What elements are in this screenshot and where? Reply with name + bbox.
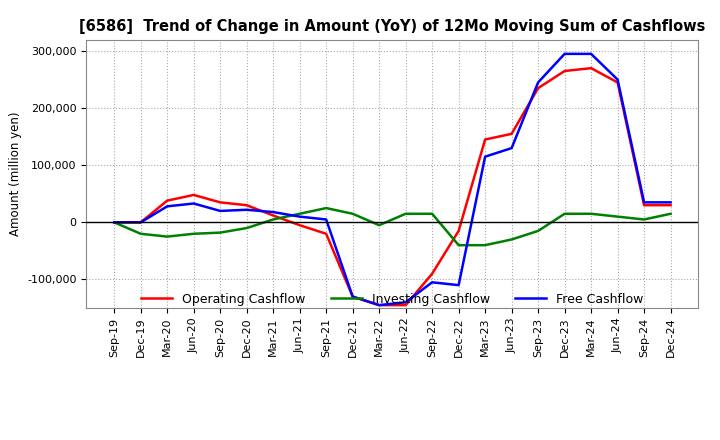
- Investing Cashflow: [243, 225, 251, 231]
- Operating Cashflow: [348, 294, 357, 299]
- Free Cashflow: [401, 300, 410, 305]
- Investing Cashflow: [587, 211, 595, 216]
- Free Cashflow: [295, 214, 304, 219]
- Investing Cashflow: [481, 242, 490, 248]
- Operating Cashflow: [163, 198, 171, 203]
- Investing Cashflow: [163, 234, 171, 239]
- Operating Cashflow: [322, 231, 330, 236]
- Free Cashflow: [163, 204, 171, 209]
- Y-axis label: Amount (million yen): Amount (million yen): [9, 112, 22, 236]
- Operating Cashflow: [375, 303, 384, 308]
- Operating Cashflow: [269, 213, 277, 218]
- Operating Cashflow: [428, 271, 436, 276]
- Free Cashflow: [216, 208, 225, 213]
- Line: Free Cashflow: Free Cashflow: [114, 54, 670, 305]
- Operating Cashflow: [587, 66, 595, 71]
- Operating Cashflow: [508, 131, 516, 136]
- Free Cashflow: [136, 220, 145, 225]
- Free Cashflow: [613, 77, 622, 82]
- Investing Cashflow: [322, 205, 330, 211]
- Investing Cashflow: [454, 242, 463, 248]
- Operating Cashflow: [401, 303, 410, 308]
- Legend: Operating Cashflow, Investing Cashflow, Free Cashflow: Operating Cashflow, Investing Cashflow, …: [136, 288, 649, 311]
- Free Cashflow: [454, 282, 463, 288]
- Free Cashflow: [269, 209, 277, 215]
- Free Cashflow: [666, 200, 675, 205]
- Investing Cashflow: [640, 217, 649, 222]
- Investing Cashflow: [189, 231, 198, 236]
- Operating Cashflow: [560, 68, 569, 73]
- Line: Investing Cashflow: Investing Cashflow: [114, 208, 670, 245]
- Free Cashflow: [640, 200, 649, 205]
- Investing Cashflow: [613, 214, 622, 219]
- Investing Cashflow: [534, 228, 542, 234]
- Investing Cashflow: [348, 211, 357, 216]
- Free Cashflow: [348, 294, 357, 299]
- Operating Cashflow: [666, 202, 675, 208]
- Investing Cashflow: [666, 211, 675, 216]
- Free Cashflow: [560, 51, 569, 56]
- Title: [6586]  Trend of Change in Amount (YoY) of 12Mo Moving Sum of Cashflows: [6586] Trend of Change in Amount (YoY) o…: [79, 19, 706, 34]
- Investing Cashflow: [508, 237, 516, 242]
- Free Cashflow: [243, 207, 251, 213]
- Operating Cashflow: [189, 192, 198, 198]
- Investing Cashflow: [560, 211, 569, 216]
- Investing Cashflow: [110, 220, 119, 225]
- Operating Cashflow: [243, 202, 251, 208]
- Free Cashflow: [587, 51, 595, 56]
- Operating Cashflow: [110, 220, 119, 225]
- Investing Cashflow: [136, 231, 145, 236]
- Investing Cashflow: [401, 211, 410, 216]
- Free Cashflow: [481, 154, 490, 159]
- Operating Cashflow: [640, 202, 649, 208]
- Free Cashflow: [534, 80, 542, 85]
- Operating Cashflow: [295, 223, 304, 228]
- Line: Operating Cashflow: Operating Cashflow: [114, 68, 670, 305]
- Operating Cashflow: [216, 200, 225, 205]
- Free Cashflow: [375, 303, 384, 308]
- Free Cashflow: [508, 146, 516, 151]
- Operating Cashflow: [613, 80, 622, 85]
- Investing Cashflow: [269, 217, 277, 222]
- Operating Cashflow: [534, 85, 542, 91]
- Operating Cashflow: [454, 228, 463, 234]
- Free Cashflow: [189, 201, 198, 206]
- Free Cashflow: [322, 217, 330, 222]
- Operating Cashflow: [136, 220, 145, 225]
- Free Cashflow: [428, 280, 436, 285]
- Operating Cashflow: [481, 137, 490, 142]
- Investing Cashflow: [428, 211, 436, 216]
- Investing Cashflow: [295, 211, 304, 216]
- Free Cashflow: [110, 220, 119, 225]
- Investing Cashflow: [216, 230, 225, 235]
- Investing Cashflow: [375, 223, 384, 228]
